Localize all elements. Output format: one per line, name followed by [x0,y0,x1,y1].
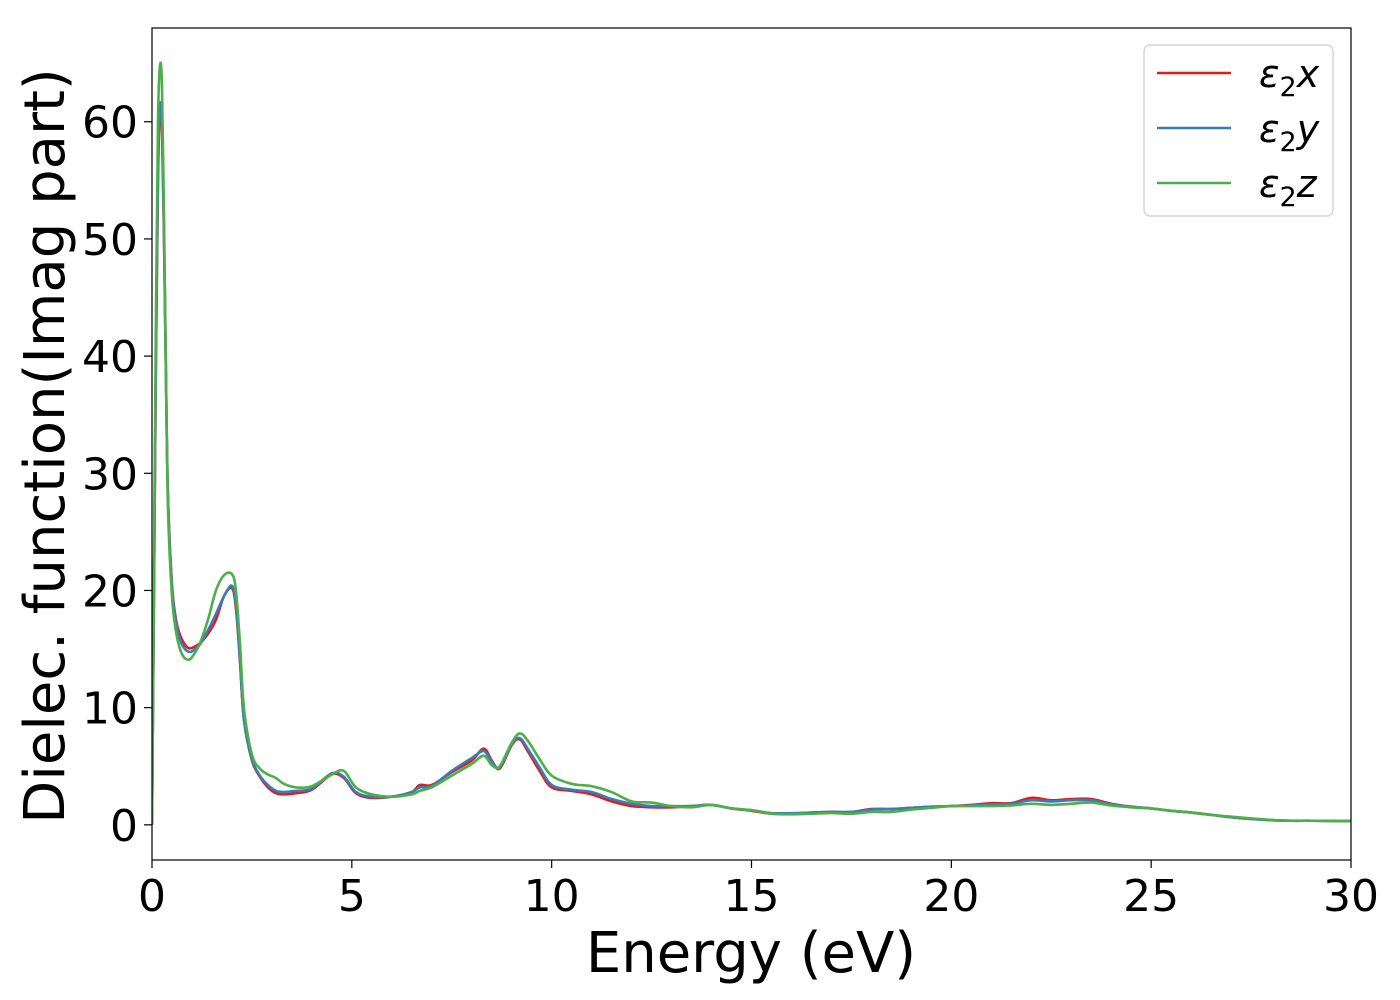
y-tick-label: 20 [82,566,138,617]
y-tick-label: 10 [82,684,138,735]
y-tick-label: 30 [82,449,138,500]
legend-label-z: ε2z [1259,162,1318,213]
x-tick-label: 5 [338,871,366,922]
series-layer [152,61,1351,825]
legend-label-x: ε2x [1259,52,1320,103]
legend-label-y: ε2y [1259,107,1320,158]
y-axis-label: Dielec. function(Imag part) [13,68,78,824]
legend-box [1143,44,1334,217]
y-tick-label: 40 [82,332,138,383]
series-line-z [152,61,1351,825]
x-tick-label: 30 [1323,871,1379,922]
x-tick-label: 25 [1123,871,1179,922]
y-axis-ticks: 0 10 20 30 40 50 60 [82,98,152,852]
x-tick-label: 15 [724,871,780,922]
x-tick-label: 0 [138,871,166,922]
y-tick-label: 0 [110,801,138,852]
x-axis-ticks: 0 5 10 15 20 25 30 [138,860,1379,922]
y-tick-label: 60 [82,98,138,149]
x-tick-label: 20 [923,871,979,922]
x-axis-label: Energy (eV) [586,921,916,986]
y-tick-label: 50 [82,215,138,266]
x-tick-label: 10 [524,871,580,922]
